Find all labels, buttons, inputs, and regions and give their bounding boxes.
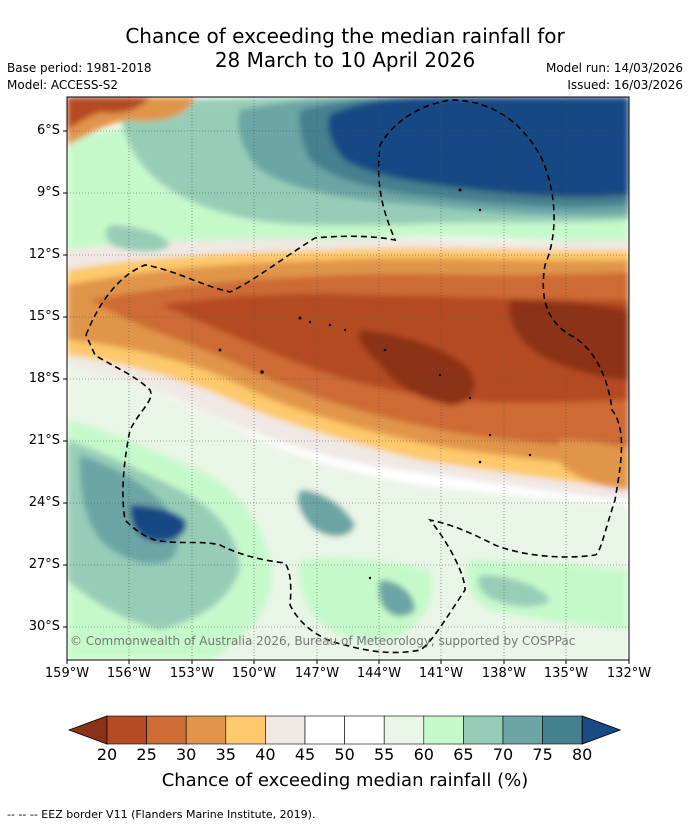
colorbar-title: Chance of exceeding median rainfall (%) bbox=[161, 770, 529, 791]
copyright-notice: © Commonwealth of Australia 2026, Bureau… bbox=[70, 634, 576, 648]
base-period: Base period: 1981-2018 bbox=[7, 61, 152, 75]
colorbar-segment bbox=[383, 715, 425, 745]
lon-tick-141w: 141°W bbox=[418, 666, 464, 681]
colorbar bbox=[67, 715, 622, 745]
colorbar-tick-label: 65 bbox=[453, 745, 474, 764]
map-title-line1: Chance of exceeding the median rainfall … bbox=[125, 24, 565, 48]
lon-tick-156w: 156°W bbox=[106, 666, 152, 681]
colorbar-segment bbox=[542, 715, 583, 745]
colorbar-tick-label: 80 bbox=[572, 745, 593, 764]
colorbar-tick-label: 75 bbox=[532, 745, 553, 764]
eez-footnote: -- -- -- EEZ border V11 (Flanders Marine… bbox=[7, 808, 316, 821]
lon-tick-147w: 147°W bbox=[294, 666, 340, 681]
lon-tick-159w: 159°W bbox=[44, 666, 90, 681]
lon-tick-138w: 138°W bbox=[481, 666, 527, 681]
colorbar-arrow-high bbox=[581, 715, 622, 745]
model-name: Model: ACCESS-S2 bbox=[7, 78, 119, 92]
colorbar-segment bbox=[463, 715, 504, 745]
lat-tick-12s: 12°S bbox=[28, 247, 60, 262]
colorbar-tick-label: 60 bbox=[413, 745, 434, 764]
colorbar-segment bbox=[225, 715, 266, 745]
lat-tick-9s: 9°S bbox=[36, 185, 60, 200]
colorbar-segment bbox=[304, 715, 345, 745]
lon-tick-153w: 153°W bbox=[169, 666, 215, 681]
lat-tick-21s: 21°S bbox=[28, 433, 60, 448]
colorbar-tick-label: 50 bbox=[334, 745, 355, 764]
colorbar-arrow-low bbox=[67, 715, 108, 745]
rainfall-field bbox=[67, 97, 629, 660]
colorbar-segment bbox=[344, 715, 385, 745]
colorbar-tick-label: 40 bbox=[255, 745, 276, 764]
colorbar-tick-label: 20 bbox=[96, 745, 118, 764]
colorbar-segment bbox=[185, 715, 227, 745]
lat-tick-27s: 27°S bbox=[28, 557, 60, 572]
colorbar-segment bbox=[423, 715, 464, 745]
lat-tick-6s: 6°S bbox=[36, 123, 60, 138]
lat-tick-15s: 15°S bbox=[28, 309, 60, 324]
issued-date: Issued: 16/03/2026 bbox=[567, 78, 683, 92]
model-run: Model run: 14/03/2026 bbox=[545, 61, 683, 75]
colorbar-tick-label: 55 bbox=[374, 745, 395, 764]
colorbar-tick-label: 30 bbox=[176, 745, 197, 764]
colorbar-tick-label: 45 bbox=[294, 745, 316, 764]
colorbar-segment bbox=[146, 715, 187, 745]
lat-tick-24s: 24°S bbox=[28, 495, 60, 510]
lat-tick-30s: 30°S bbox=[28, 619, 60, 634]
lon-tick-150w: 150°W bbox=[231, 666, 277, 681]
lat-tick-18s: 18°S bbox=[28, 371, 60, 386]
colorbar-tick-label: 25 bbox=[136, 745, 157, 764]
lon-tick-135w: 135°W bbox=[543, 666, 589, 681]
colorbar-segment bbox=[106, 715, 147, 745]
colorbar-segment bbox=[502, 715, 543, 745]
map-title-line2: 28 March to 10 April 2026 bbox=[214, 48, 476, 72]
lon-tick-144w: 144°W bbox=[356, 666, 402, 681]
lon-tick-132w: 132°W bbox=[606, 666, 652, 681]
colorbar-segment bbox=[265, 715, 306, 745]
colorbar-tick-label: 35 bbox=[215, 745, 236, 764]
colorbar-tick-label: 70 bbox=[492, 745, 514, 764]
